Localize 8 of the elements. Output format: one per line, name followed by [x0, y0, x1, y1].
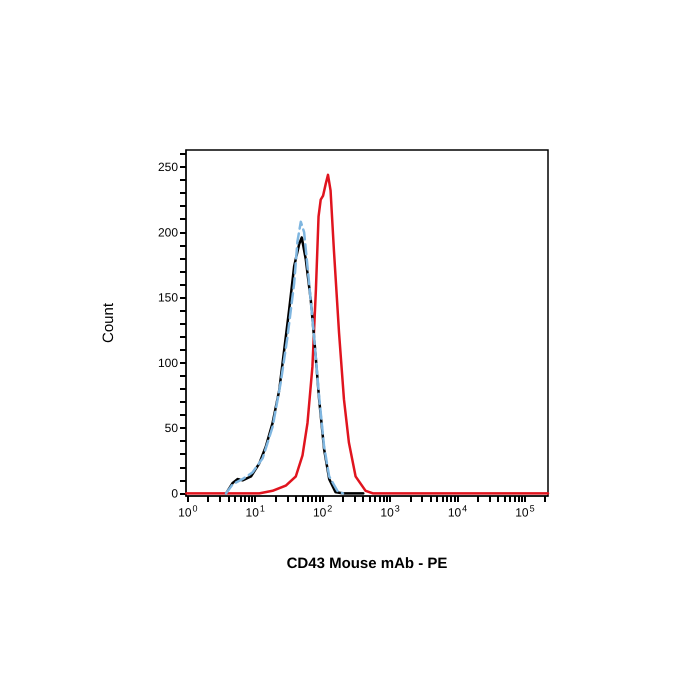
y-tick-label: 200 — [158, 225, 178, 240]
y-tick-label: 150 — [158, 290, 178, 305]
y-tick-label: 50 — [164, 421, 178, 436]
y-tick-label: 100 — [158, 356, 178, 370]
x-axis-title: CD43 Mouse mAb - PE — [286, 555, 448, 572]
y-axis-title: Count — [100, 302, 117, 344]
y-tick-label: 250 — [158, 160, 178, 174]
y-tick-label: 0 — [171, 486, 178, 500]
